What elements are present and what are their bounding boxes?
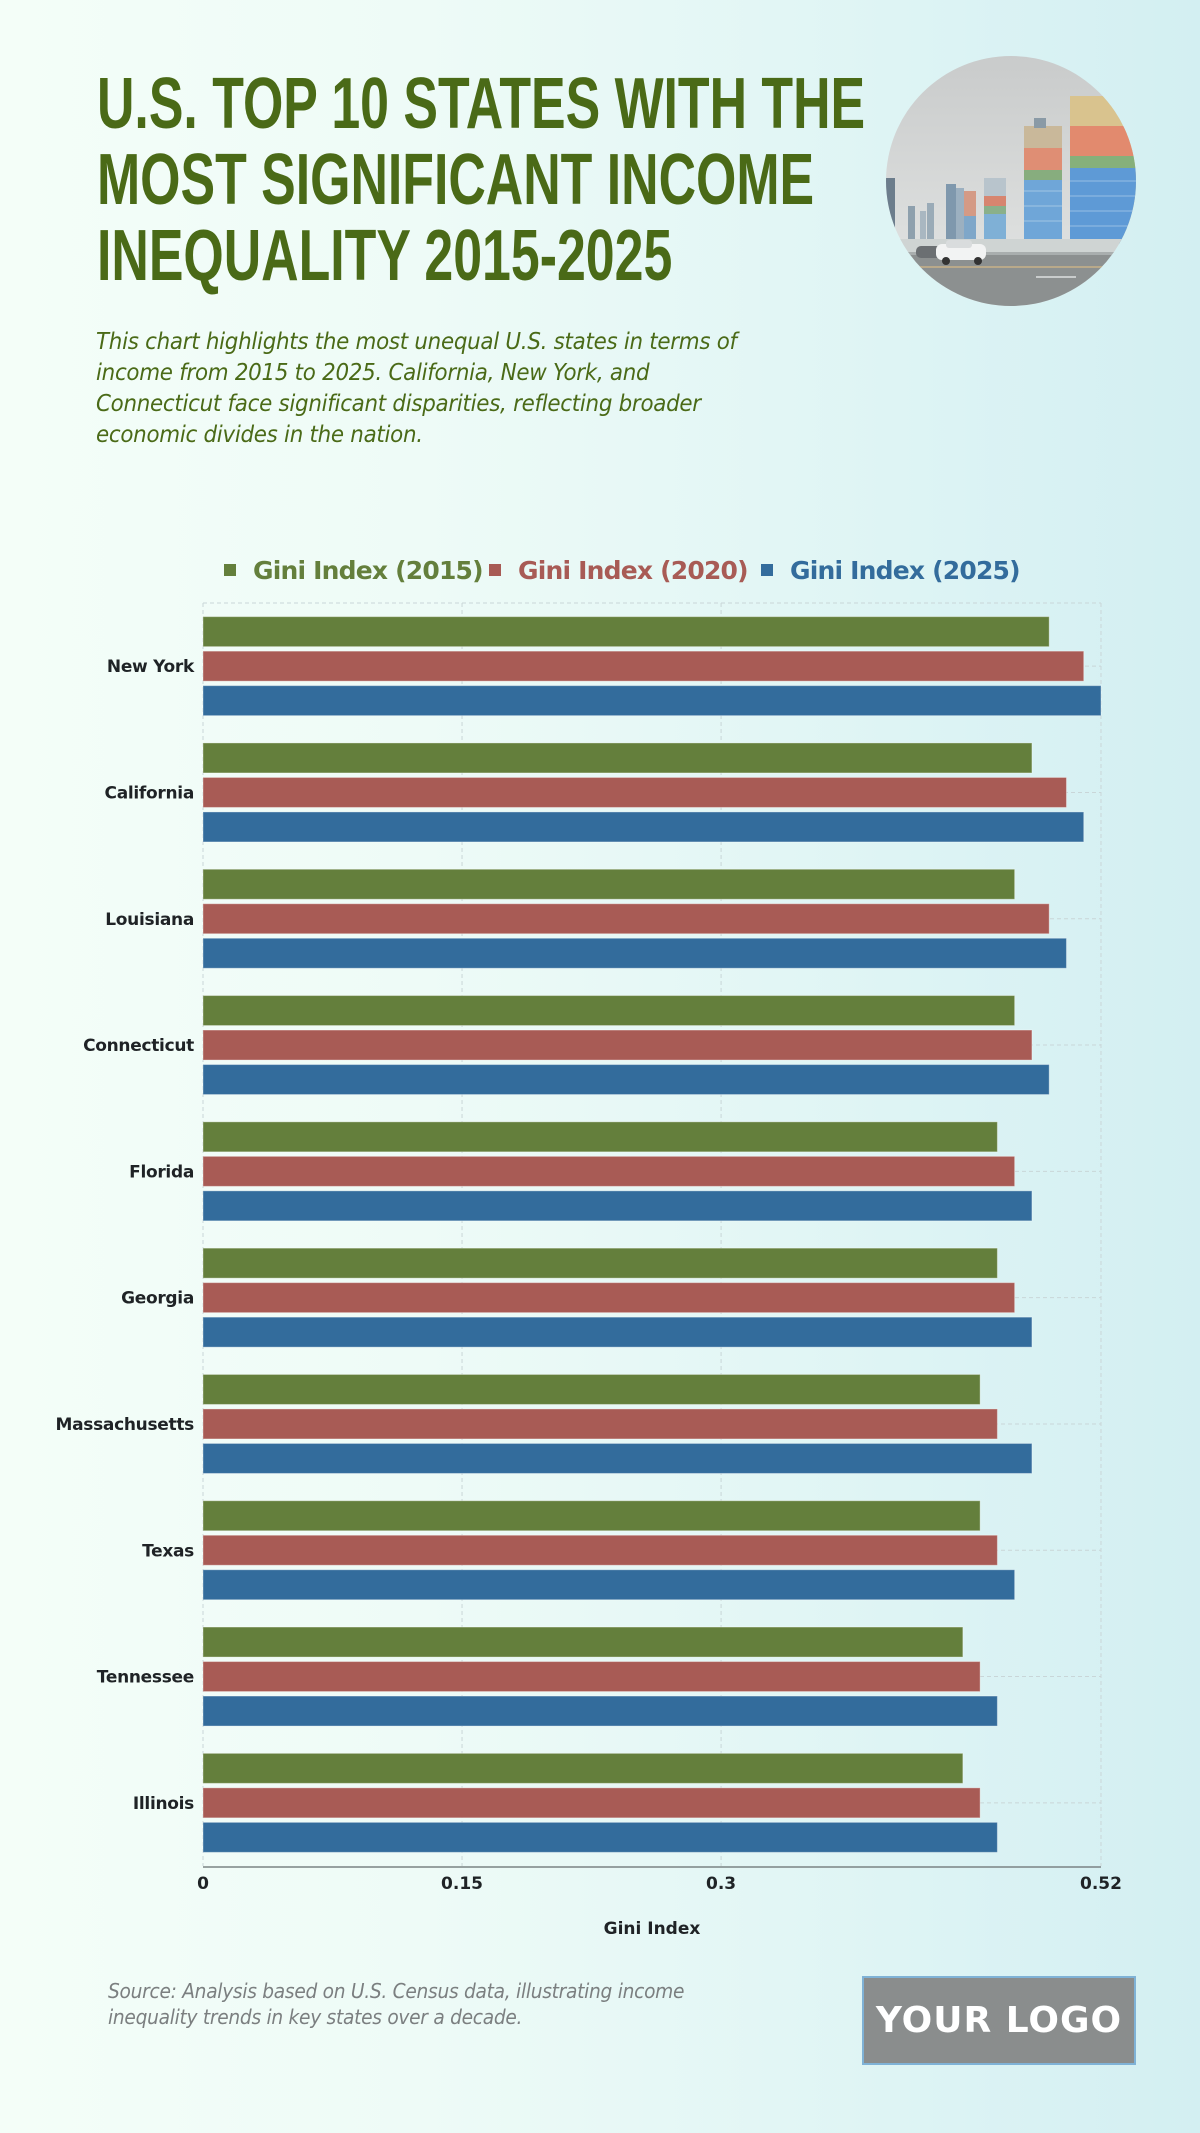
title-line: U.S. TOP 10 STATES WITH THE [97, 64, 866, 144]
x-tick-label: 0.15 [441, 1874, 483, 1894]
x-tick-label: 0.52 [1080, 1874, 1122, 1894]
bar-2020-massachusetts [202, 1408, 998, 1440]
bar-2020-tennessee [202, 1661, 981, 1693]
bar-2025-california [202, 811, 1085, 843]
bar-2025-new-york [202, 685, 1102, 717]
x-tick-label: 0 [197, 1874, 209, 1894]
legend-item-2015[interactable]: Gini Index (2015) [224, 551, 484, 589]
x-axis-title: Gini Index [604, 1919, 701, 1939]
bar-2020-illinois [202, 1787, 981, 1819]
bar-2025-florida [202, 1190, 1033, 1222]
bar-2015-tennessee [202, 1626, 964, 1658]
bar-2020-connecticut [202, 1029, 1033, 1061]
logo-text: YOUR LOGO [875, 2000, 1123, 2041]
source-note: Source: Analysis based on U.S. Census da… [108, 1978, 778, 2030]
bar-2020-california [202, 776, 1067, 808]
bar-2020-florida [202, 1155, 1016, 1187]
city-skyline-photo [886, 56, 1136, 306]
page-title: U.S. TOP 10 STATES WITH THE MOST SIGNIFI… [97, 64, 866, 296]
bar-2020-texas [202, 1534, 998, 1566]
bar-2015-illinois [202, 1752, 964, 1784]
legend-label-2025: Gini Index (2025) [790, 555, 1021, 585]
bar-2025-texas [202, 1569, 1016, 1601]
source-line: Source: Analysis based on U.S. Census da… [108, 1979, 685, 2003]
bar-2025-massachusetts [202, 1442, 1033, 1474]
category-label: Florida [129, 1162, 194, 1182]
subtitle-line: economic divides in the nation. [96, 422, 423, 448]
bar-2025-connecticut [202, 1064, 1050, 1096]
category-label: Illinois [133, 1794, 194, 1814]
bar-2015-florida [202, 1121, 998, 1153]
legend-swatch-2015 [224, 564, 236, 576]
legend-label-2020: Gini Index (2020) [518, 555, 749, 585]
bar-2020-georgia [202, 1282, 1016, 1314]
subtitle-line: This chart highlights the most unequal U… [96, 329, 737, 355]
bar-2025-illinois [202, 1821, 998, 1853]
category-label: Tennessee [97, 1668, 194, 1688]
bar-2020-new-york [202, 650, 1085, 682]
x-tick-label: 0.3 [706, 1874, 736, 1894]
bar-2015-connecticut [202, 995, 1016, 1027]
category-label: New York [107, 657, 195, 677]
bar-2025-tennessee [202, 1695, 998, 1727]
legend-swatch-2020 [489, 564, 501, 576]
subtitle-line: income from 2015 to 2025. California, Ne… [96, 360, 650, 386]
title-line: MOST SIGNIFICANT INCOME [97, 140, 815, 220]
subtitle: This chart highlights the most unequal U… [96, 327, 821, 451]
chart-legend: Gini Index (2015) Gini Index (2020) Gini… [0, 551, 1200, 589]
bar-chart: New York California Louisiana Connecticut Fl… [55, 602, 1122, 1939]
bar-2015-california [202, 742, 1033, 774]
bar-2025-louisiana [202, 937, 1067, 969]
category-label: Connecticut [83, 1036, 194, 1056]
bar-2015-massachusetts [202, 1373, 981, 1405]
bar-2025-georgia [202, 1316, 1033, 1348]
legend-swatch-2025 [761, 564, 773, 576]
bar-2015-georgia [202, 1247, 998, 1279]
bar-2015-texas [202, 1500, 981, 1532]
legend-label-2015: Gini Index (2015) [253, 555, 484, 585]
bar-2015-new-york [202, 616, 1050, 648]
category-label: Louisiana [105, 910, 194, 930]
category-label: Texas [142, 1541, 194, 1561]
logo-placeholder: YOUR LOGO [862, 1976, 1136, 2065]
bar-2015-louisiana [202, 868, 1016, 900]
title-line: INEQUALITY 2015-2025 [97, 216, 673, 296]
subtitle-line: Connecticut face significant disparities… [96, 391, 701, 417]
category-label: California [105, 783, 194, 803]
category-label: Georgia [121, 1289, 194, 1309]
legend-item-2025[interactable]: Gini Index (2025) [761, 551, 1021, 589]
category-label: Massachusetts [55, 1415, 194, 1435]
legend-item-2020[interactable]: Gini Index (2020) [489, 551, 749, 589]
source-line: inequality trends in key states over a d… [108, 2005, 523, 2029]
bar-2020-louisiana [202, 903, 1050, 935]
